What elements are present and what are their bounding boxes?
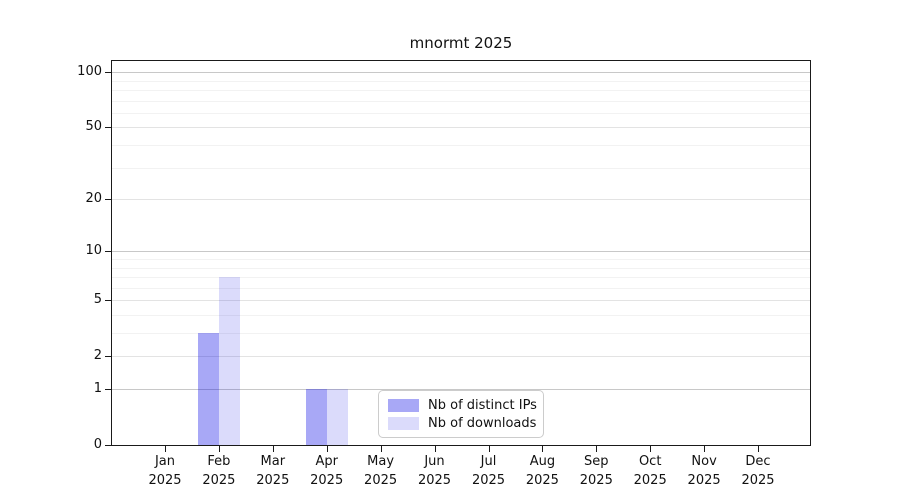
y-tick-mark [105, 300, 112, 302]
x-tick-mark [380, 446, 382, 452]
y-tick-label: 100 [77, 64, 102, 80]
x-tick-mark [488, 446, 490, 452]
legend-swatch [388, 398, 419, 412]
legend-label: Nb of downloads [428, 415, 537, 431]
y-tick-label: 1 [93, 381, 102, 396]
gridline-minor [112, 259, 810, 260]
bar-distinct-ips [305, 389, 327, 445]
y-tick-mark [105, 199, 112, 201]
y-tick-label: 10 [85, 243, 102, 259]
y-tick-mark [105, 127, 112, 129]
gridline-minor [112, 277, 810, 278]
gridline-mid [112, 199, 810, 201]
y-tick-label: 20 [85, 191, 102, 207]
x-tick-label: Aug 2025 [525, 454, 559, 488]
x-tick-label: Mar 2025 [256, 454, 290, 488]
bar-downloads [326, 389, 348, 445]
y-tick-mark [105, 445, 112, 446]
legend-swatch [388, 416, 419, 430]
gridline-minor [112, 80, 810, 82]
x-tick-mark [596, 446, 598, 452]
y-tick-mark [105, 251, 112, 253]
gridline-major [112, 72, 810, 74]
y-tick-label: 5 [93, 292, 102, 308]
x-tick-label: Jun 2025 [417, 454, 452, 488]
x-tick-label: Apr 2025 [310, 454, 344, 488]
bar-distinct-ips [197, 333, 219, 445]
x-tick-label: Sep 2025 [579, 454, 613, 488]
x-tick-label: May 2025 [364, 454, 398, 488]
gridline-mid [112, 300, 810, 302]
y-tick-label: 2 [93, 348, 102, 364]
y-tick-mark [105, 72, 112, 74]
gridline-mid [112, 356, 810, 358]
gridline-minor [112, 167, 810, 169]
x-tick-label: Nov 2025 [687, 454, 721, 488]
gridline-major [112, 251, 810, 253]
x-tick-label: Jan 2025 [148, 454, 182, 488]
x-tick-mark [542, 446, 544, 452]
chart-title: mnormt 2025 [409, 34, 513, 52]
gridline-minor [112, 112, 810, 114]
x-tick-mark [650, 446, 652, 452]
x-tick-label: Dec 2025 [741, 454, 775, 488]
y-tick-mark [105, 389, 112, 390]
x-tick-label: Jul 2025 [471, 454, 506, 488]
gridline-minor [112, 315, 810, 316]
x-tick-mark [704, 446, 706, 452]
legend-item: Nb of distinct IPs [388, 397, 537, 413]
legend-label: Nb of distinct IPs [428, 397, 537, 413]
x-tick-mark [326, 446, 328, 452]
y-tick-mark [105, 356, 112, 358]
y-tick-label: 0 [93, 437, 102, 452]
x-tick-label: Oct 2025 [633, 454, 667, 488]
x-tick-mark [218, 446, 220, 452]
x-tick-mark [758, 446, 759, 452]
legend: Nb of distinct IPs Nb of downloads [378, 390, 544, 438]
gridline-minor [112, 145, 810, 146]
bar-downloads [218, 277, 240, 445]
gridline-minor [112, 333, 810, 334]
legend-item: Nb of downloads [388, 415, 537, 431]
x-tick-mark [165, 446, 166, 452]
gridline-minor [112, 100, 810, 102]
gridline-minor [112, 90, 810, 91]
x-tick-mark [434, 446, 436, 452]
gridline-minor [112, 267, 810, 269]
x-tick-label: Feb 2025 [202, 454, 236, 488]
gridline-minor [112, 287, 810, 289]
y-tick-label: 50 [85, 119, 102, 135]
plot-area [111, 60, 811, 446]
x-tick-mark [272, 446, 274, 452]
gridline-major [112, 389, 810, 390]
gridline-mid [112, 127, 810, 129]
